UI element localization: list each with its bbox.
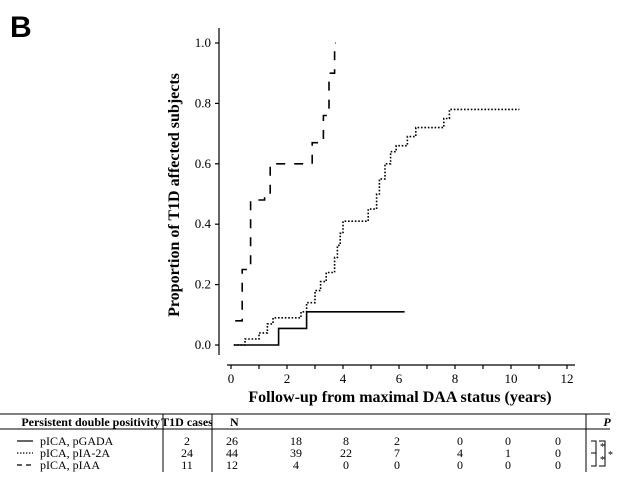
series-dotted-line [233, 108, 520, 346]
row-n-value: 0 [343, 458, 349, 472]
row-n-value: 0 [505, 458, 511, 472]
row-n-value: 4 [293, 458, 299, 472]
row-n-value: 0 [555, 434, 561, 448]
row-n-value: 0 [555, 458, 561, 472]
x-tick-label: 4 [340, 371, 347, 386]
y-tick-label: 0.4 [195, 216, 212, 231]
significance-star-2: * [600, 455, 605, 466]
row-label: pICA, pIA-2A [40, 446, 110, 460]
y-tick-label: 1.0 [195, 35, 211, 50]
header-p: P [603, 415, 611, 429]
row-n-value: 12 [226, 458, 238, 472]
y-tick-label: 0.6 [195, 156, 212, 171]
y-axis-title: Proportion of T1D affected subjects [166, 73, 183, 317]
row-n-value: 7 [394, 446, 400, 460]
y-ticks: 0.0 0.2 0.4 0.6 0.8 1.0 [195, 35, 219, 352]
header-n: N [230, 415, 239, 429]
x-tick-label: 2 [284, 371, 291, 386]
significance-star-3: * [608, 450, 613, 461]
row-n-value: 1 [505, 446, 511, 460]
row-n-value: 0 [457, 458, 463, 472]
row-n-value: 0 [394, 458, 400, 472]
row-n-value: 44 [226, 446, 238, 460]
curves [233, 42, 520, 346]
x-tick-label: 12 [561, 371, 574, 386]
row-n-value: 0 [505, 434, 511, 448]
x-tick-label: 6 [396, 371, 403, 386]
series-dashed-line [235, 42, 336, 322]
row-n-value: 0 [457, 434, 463, 448]
row-cases: 2 [184, 434, 190, 448]
row-n-value: 8 [343, 434, 349, 448]
risk-table: Persistent double positivity T1D cases N… [0, 413, 613, 472]
row-cases: 24 [181, 446, 193, 460]
y-tick-label: 0.8 [195, 95, 211, 110]
x-tick-label: 8 [452, 371, 459, 386]
row-n-value: 39 [290, 446, 302, 460]
x-axis-title: Follow-up from maximal DAA status (years… [248, 389, 551, 406]
y-tick-label: 0.0 [195, 337, 211, 352]
km-plot: 0.0 0.2 0.4 0.6 0.8 1.0 0 2 4 6 8 10 12 Follow-up f… [166, 28, 575, 406]
significance-star-1: * [600, 442, 605, 453]
row-n-value: 0 [555, 446, 561, 460]
row-n-value: 22 [340, 446, 352, 460]
panel-label: B [10, 11, 32, 44]
y-tick-label: 0.2 [195, 277, 211, 292]
row-n-value: 26 [226, 434, 238, 448]
row-cases: 11 [181, 458, 193, 472]
header-t1d-cases: T1D cases [161, 415, 213, 429]
x-tick-label: 10 [505, 371, 518, 386]
significance-brackets: * * * [591, 440, 613, 467]
row-n-value: 4 [457, 446, 463, 460]
x-ticks: 0 2 4 6 8 10 12 [228, 365, 574, 386]
x-tick-label: 0 [228, 371, 235, 386]
row-label: pICA, pGADA [40, 434, 114, 448]
row-label: pICA, pIAA [40, 458, 100, 472]
row-n-value: 18 [290, 434, 302, 448]
row-n-value: 2 [394, 434, 400, 448]
series-solid-line [233, 310, 405, 346]
header-persistent-double-positivity: Persistent double positivity [21, 415, 160, 429]
